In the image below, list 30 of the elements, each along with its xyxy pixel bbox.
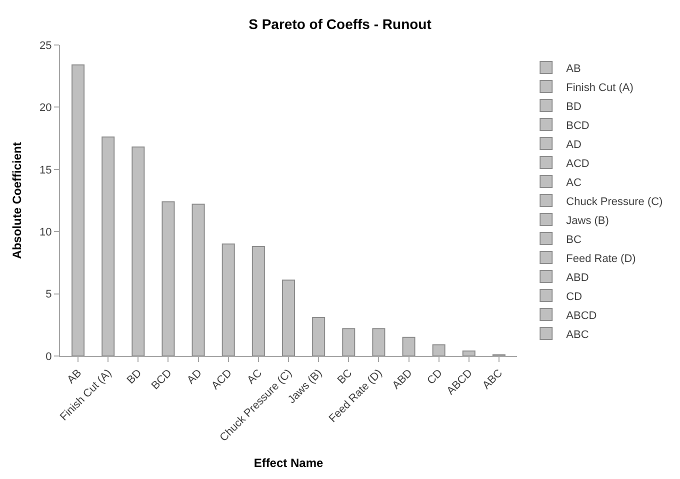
x-tick-label: AD <box>185 367 204 387</box>
y-axis-title: Absolute Coefficient <box>10 142 24 259</box>
x-tick-label: AC <box>245 367 264 387</box>
legend-label: AD <box>566 138 582 151</box>
legend-label: ABCD <box>566 310 597 322</box>
x-tick-label: CD <box>425 367 445 387</box>
y-tick-label: 10 <box>40 226 52 238</box>
legend-label: Finish Cut (A) <box>566 82 634 94</box>
legend-label: BC <box>566 234 582 246</box>
y-tick-label: 20 <box>40 102 52 114</box>
y-tick-label: 25 <box>40 40 52 52</box>
legend-label: ABD <box>566 272 589 284</box>
legend-label: Feed Rate (D) <box>566 252 636 265</box>
legend-label: ACD <box>566 158 590 170</box>
legend-label: Chuck Pressure (C) <box>566 196 663 208</box>
x-tick-label: BD <box>124 367 144 387</box>
legend-label: ABC <box>566 328 589 341</box>
x-axis-title: Effect Name <box>254 456 324 470</box>
y-tick-label: 15 <box>40 164 52 176</box>
legend-label: BD <box>566 100 582 113</box>
x-tick-label: AB <box>65 367 84 386</box>
legend-label: AC <box>566 176 582 189</box>
chart-title: S Pareto of Coeffs - Runout <box>248 16 432 32</box>
legend-label: BCD <box>566 120 590 132</box>
y-tick-label: 5 <box>46 288 52 301</box>
legend-label: Jaws (B) <box>566 214 609 227</box>
legend-label: AB <box>566 62 581 75</box>
x-tick-label: BC <box>335 367 355 387</box>
y-tick-label: 0 <box>46 350 52 363</box>
legend-label: CD <box>566 290 582 303</box>
